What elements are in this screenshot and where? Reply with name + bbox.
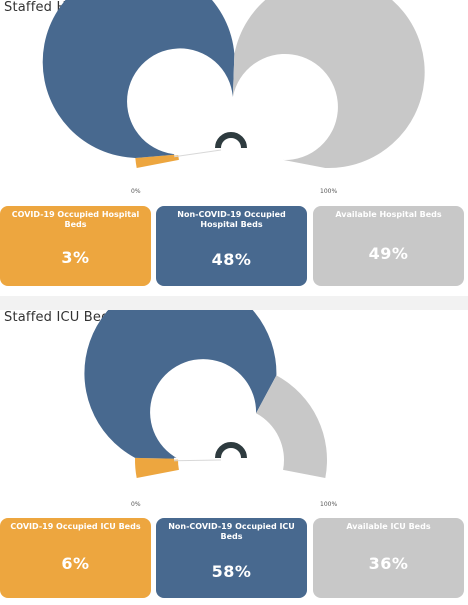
card-value: 58% (211, 562, 252, 581)
gauge-max-label: 100% (320, 188, 338, 195)
gauge-available-segment (232, 0, 425, 169)
non-covid-occupied-card[interactable]: Non-COVID-19 Occupied ICU Beds 58% (156, 518, 307, 598)
card-label: COVID-19 Occupied ICU Beds (10, 522, 141, 531)
covid-occupied-card[interactable]: COVID-19 Occupied ICU Beds 6% (0, 518, 151, 598)
gauge-min-label: 0% (131, 501, 141, 508)
card-label: Non-COVID-19 Occupied ICU Beds (168, 522, 295, 541)
gauge-non-covid-segment (84, 310, 277, 459)
non-covid-occupied-card[interactable]: Non-COVID-19 Occupied Hospital Beds 48% (156, 206, 307, 286)
gauge-needle (173, 457, 222, 460)
arc-gauge-icon (215, 132, 247, 149)
available-beds-card[interactable]: Available Hospital Beds 49% (313, 206, 464, 286)
gauge-needle-shadow (174, 459, 222, 462)
gauge-max-label: 100% (320, 501, 338, 508)
hospital-gauge (42, 0, 425, 169)
covid-occupied-card[interactable]: COVID-19 Occupied Hospital Beds 3% (0, 206, 151, 286)
card-value: 6% (61, 554, 90, 573)
card-label: Available ICU Beds (346, 522, 431, 531)
card-value: 3% (61, 248, 90, 267)
gauge-available-segment (256, 375, 327, 478)
gauge-needle-shadow (174, 149, 222, 158)
gauge-needle (174, 147, 222, 156)
available-beds-card[interactable]: Available ICU Beds 36% (313, 518, 464, 598)
gauge-min-label: 0% (131, 188, 141, 195)
card-value: 36% (368, 554, 409, 573)
gauge-covid-segment (135, 154, 179, 168)
icu-gauge (84, 310, 327, 478)
card-value: 49% (368, 244, 409, 263)
gauge-non-covid-segment (42, 0, 235, 158)
card-label: Available Hospital Beds (335, 210, 442, 219)
card-label: COVID-19 Occupied Hospital Beds (11, 210, 140, 229)
arc-gauge-icon (215, 442, 247, 459)
card-value: 48% (211, 250, 252, 269)
hospital-capacity-panel: Staffed Hospital Bed Capacity 0% 100% CO… (0, 0, 468, 296)
card-label: Non-COVID-19 Occupied Hospital Beds (177, 210, 286, 229)
gauge-covid-segment (135, 457, 179, 478)
icu-capacity-panel: Staffed ICU Bed Capacity 0% 100% COVID-1… (0, 310, 468, 605)
